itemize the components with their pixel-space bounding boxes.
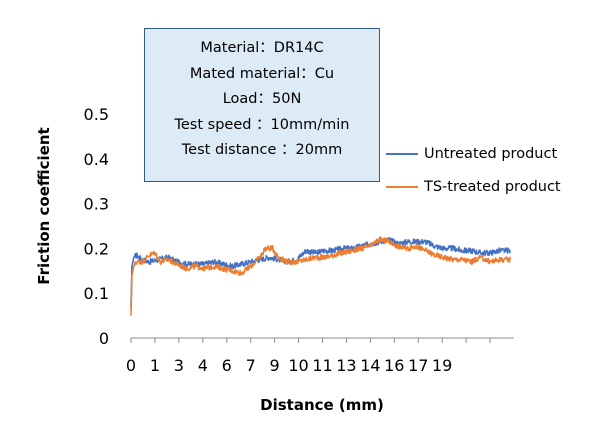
x-axis-ticks: 0 1 3 4 6 7 9 10 11 13 14 16 17 19: [126, 338, 491, 375]
legend-swatch-ts-treated: [386, 186, 418, 188]
x-axis-label: Distance (mm): [260, 396, 384, 414]
series-lines: [130, 236, 512, 316]
x-tick-label: 0: [126, 356, 136, 375]
x-tick-label: 1: [150, 356, 160, 375]
material-line: Material：DR14C: [200, 40, 324, 56]
x-tick-label: 6: [222, 356, 232, 375]
x-tick-label: 10: [288, 356, 308, 375]
y-tick-label: 0.3: [84, 195, 109, 214]
y-tick-label: 0.4: [84, 150, 109, 169]
x-tick-label: 4: [198, 356, 208, 375]
legend-item-ts-treated: TS-treated product: [386, 176, 561, 198]
y-tick-label: 0.5: [84, 105, 109, 124]
test-speed-line: Test speed ：10mm/min: [174, 116, 350, 133]
x-tick-label: 9: [270, 356, 280, 375]
series-line-untreated: [130, 236, 512, 307]
x-tick-label: 13: [336, 356, 356, 375]
legend-label-untreated: Untreated product: [424, 146, 558, 162]
x-tick-label: 11: [312, 356, 332, 375]
y-axis-label: Friction coefficient: [35, 127, 53, 285]
y-tick-label: 0: [99, 329, 109, 348]
y-tick-label: 0.2: [84, 239, 109, 258]
x-tick-label: 3: [174, 356, 184, 375]
y-axis-ticks: 0 0.1 0.2 0.3 0.4 0.5: [84, 105, 109, 348]
legend-label-ts-treated: TS-treated product: [424, 179, 561, 195]
x-tick-label: 14: [360, 356, 380, 375]
x-tick-label: 17: [408, 356, 428, 375]
test-distance-line: Test distance ：20mm: [181, 142, 343, 158]
x-tick-label: 16: [384, 356, 404, 375]
legend-swatch-untreated: [386, 153, 418, 155]
x-tick-label: 7: [246, 356, 256, 375]
test-conditions-box: Material：DR14C Mated material：Cu Load：50…: [144, 28, 380, 182]
load-line: Load：50N: [222, 91, 302, 107]
legend-item-untreated: Untreated product: [386, 143, 557, 165]
x-tick-label: 19: [432, 356, 452, 375]
y-tick-label: 0.1: [84, 284, 109, 303]
mated-material-line: Mated material：Cu: [189, 65, 335, 82]
series-line-ts-treated: [130, 236, 512, 316]
